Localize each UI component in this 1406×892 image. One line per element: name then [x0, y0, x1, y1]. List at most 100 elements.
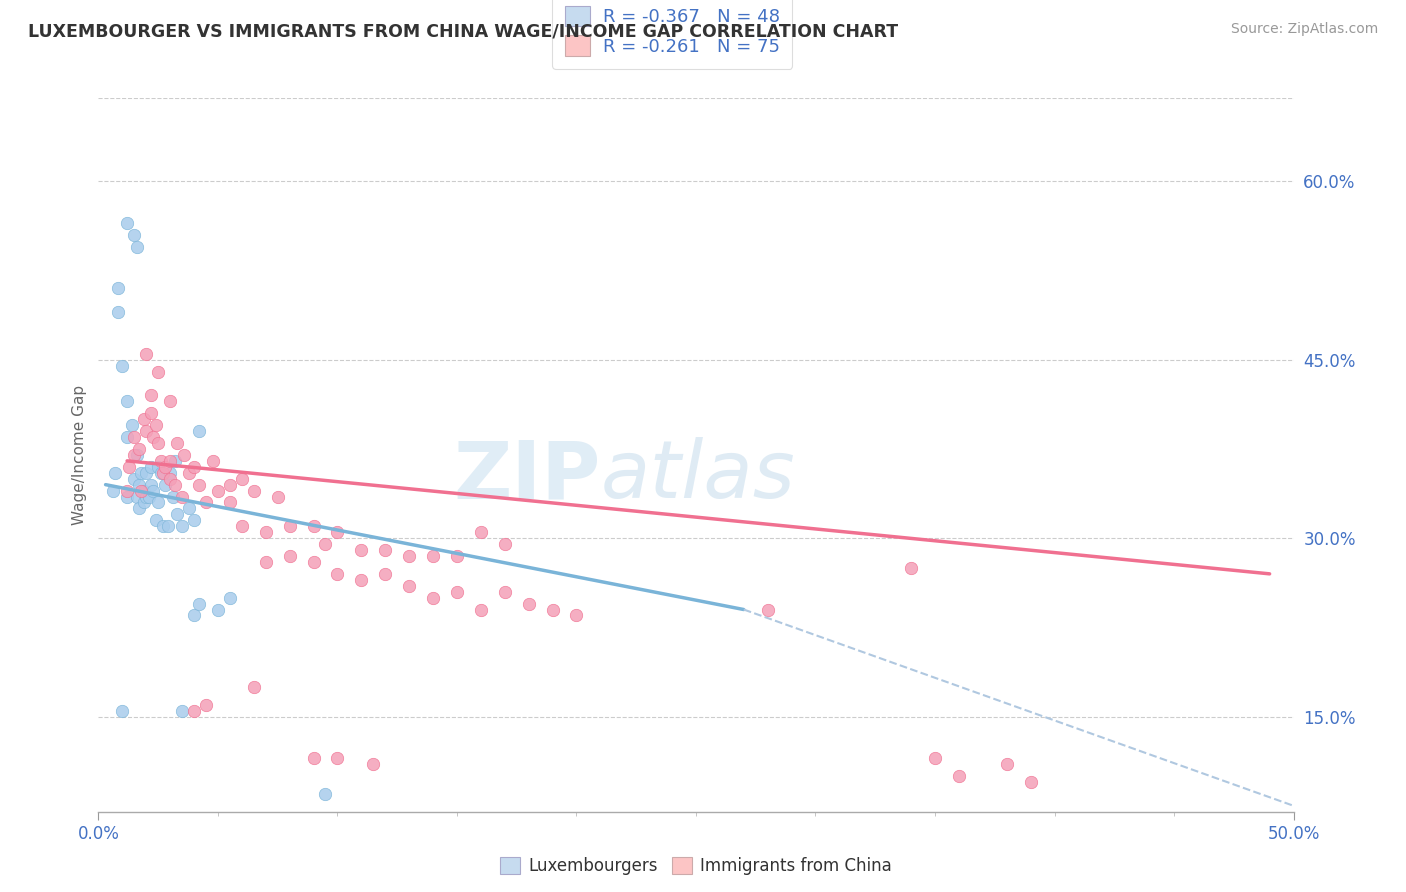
Point — [494, 584, 516, 599]
Point — [152, 466, 174, 480]
Point — [131, 483, 153, 498]
Point — [159, 394, 181, 409]
Point — [194, 698, 218, 712]
Point — [363, 757, 385, 772]
Point — [187, 424, 209, 438]
Point — [267, 490, 290, 504]
Point — [183, 704, 205, 718]
Point — [115, 216, 138, 230]
Point — [172, 490, 194, 504]
Point — [422, 591, 444, 605]
Point — [187, 597, 209, 611]
Point — [350, 573, 373, 587]
Point — [125, 448, 148, 462]
Y-axis label: Wage/Income Gap: Wage/Income Gap — [72, 384, 87, 525]
Point — [517, 597, 540, 611]
Point — [470, 602, 492, 616]
Point — [142, 483, 165, 498]
Point — [326, 751, 349, 765]
Point — [125, 240, 148, 254]
Point — [139, 459, 162, 474]
Point — [135, 347, 157, 361]
Point — [374, 543, 396, 558]
Point — [350, 543, 373, 558]
Point — [422, 549, 444, 563]
Point — [124, 472, 146, 486]
Point — [302, 519, 325, 533]
Point — [111, 704, 134, 718]
Point — [115, 490, 138, 504]
Point — [138, 490, 160, 504]
Point — [132, 495, 155, 509]
Point — [139, 406, 162, 420]
Point — [148, 365, 170, 379]
Point — [118, 459, 141, 474]
Point — [183, 459, 205, 474]
Point — [128, 442, 150, 456]
Point — [187, 477, 209, 491]
Point — [128, 501, 150, 516]
Point — [183, 608, 205, 623]
Point — [149, 466, 172, 480]
Point — [148, 495, 170, 509]
Text: LUXEMBOURGER VS IMMIGRANTS FROM CHINA WAGE/INCOME GAP CORRELATION CHART: LUXEMBOURGER VS IMMIGRANTS FROM CHINA WA… — [28, 22, 898, 40]
Point — [121, 418, 143, 433]
Point — [115, 483, 138, 498]
Text: Source: ZipAtlas.com: Source: ZipAtlas.com — [1230, 22, 1378, 37]
Point — [107, 305, 129, 319]
Point — [302, 751, 325, 765]
Point — [135, 424, 157, 438]
Point — [139, 477, 162, 491]
Point — [231, 519, 253, 533]
Point — [254, 525, 277, 540]
Point — [166, 508, 188, 522]
Point — [254, 555, 277, 569]
Point — [149, 454, 172, 468]
Point — [124, 448, 146, 462]
Point — [115, 394, 138, 409]
Point — [179, 466, 201, 480]
Point — [948, 769, 970, 783]
Point — [219, 477, 242, 491]
Point — [131, 466, 153, 480]
Point — [104, 466, 127, 480]
Point — [111, 359, 134, 373]
Point — [1019, 775, 1042, 789]
Point — [172, 519, 194, 533]
Point — [470, 525, 492, 540]
Point — [148, 459, 170, 474]
Point — [756, 602, 779, 616]
Point — [326, 525, 349, 540]
Point — [152, 519, 174, 533]
Point — [155, 477, 177, 491]
Point — [124, 430, 146, 444]
Point — [159, 466, 181, 480]
Point — [231, 472, 253, 486]
Point — [446, 549, 468, 563]
Point — [135, 490, 157, 504]
Point — [900, 561, 922, 575]
Point — [128, 477, 150, 491]
Point — [541, 602, 564, 616]
Point — [278, 549, 301, 563]
Point — [101, 483, 124, 498]
Point — [162, 490, 184, 504]
Point — [194, 495, 218, 509]
Point — [565, 608, 588, 623]
Point — [135, 466, 157, 480]
Point — [155, 459, 177, 474]
Point — [183, 513, 205, 527]
Point — [132, 412, 155, 426]
Point — [179, 501, 201, 516]
Point — [207, 483, 229, 498]
Point — [398, 549, 420, 563]
Point — [202, 454, 225, 468]
Point — [115, 430, 138, 444]
Point — [163, 454, 186, 468]
Point — [446, 584, 468, 599]
Point — [148, 436, 170, 450]
Point — [159, 472, 181, 486]
Point — [326, 566, 349, 581]
Point — [172, 704, 194, 718]
Point — [125, 490, 148, 504]
